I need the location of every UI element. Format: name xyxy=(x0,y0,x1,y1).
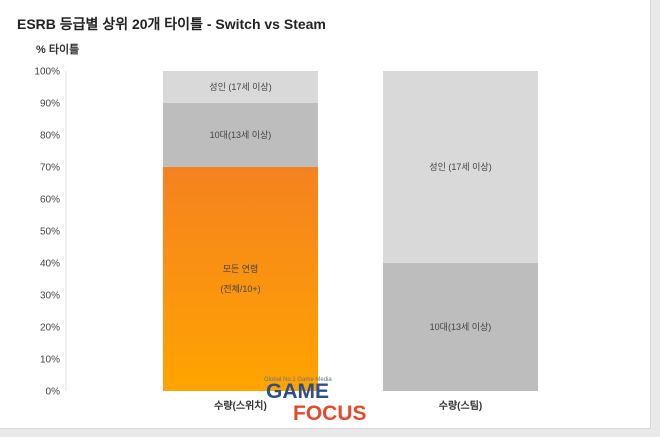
segment-label: 성인 (17세 이상) xyxy=(209,82,271,92)
bar-segment xyxy=(383,71,538,263)
chart-title: ESRB 등급별 상위 20개 타이틀 - Switch vs Steam xyxy=(17,16,326,32)
segment-label: 모든 연령 xyxy=(223,263,259,274)
segment-label: 성인 (17세 이상) xyxy=(429,162,491,172)
segment-label: 10대(13세 이상) xyxy=(430,322,492,332)
segment-label: (전체/10+) xyxy=(220,284,260,294)
watermark-tagline: Global No.1 Game Media xyxy=(264,377,332,383)
y-axis-title: % 타이틀 xyxy=(36,44,80,56)
y-tick-label: 10% xyxy=(40,355,60,366)
y-tick-label: 40% xyxy=(40,259,60,270)
y-tick-label: 80% xyxy=(40,131,60,142)
y-tick-label: 30% xyxy=(40,291,60,302)
y-tick-label: 70% xyxy=(40,163,60,174)
y-tick-label: 100% xyxy=(34,67,60,78)
bar-segment xyxy=(383,263,538,391)
chart-card: ESRB 등급별 상위 20개 타이틀 - Switch vs Steam % … xyxy=(0,0,651,429)
bar-segment xyxy=(163,167,318,391)
watermark-word-game: GAME xyxy=(266,380,329,403)
y-tick-label: 60% xyxy=(40,195,60,206)
bar-segment xyxy=(163,71,318,103)
y-tick-label: 50% xyxy=(40,227,60,238)
y-tick-label: 0% xyxy=(46,387,61,398)
segment-label: 10대(13세 이상) xyxy=(210,130,272,140)
watermark-logo: Global No.1 Game Media GAME FOCUS xyxy=(264,377,367,425)
y-tick-label: 90% xyxy=(40,99,60,110)
stacked-bar-chart: 0% 10% 20% 30% 40% 50% 60% 70% 80% 90% 100% 모든 연령 (… xyxy=(34,67,538,412)
x-tick-label: 수량(스위치) xyxy=(214,399,267,412)
y-tick-label: 20% xyxy=(40,323,60,334)
bar-segment xyxy=(163,103,318,167)
x-tick-label: 수량(스팀) xyxy=(439,400,482,412)
watermark-word-focus: FOCUS xyxy=(293,402,367,425)
